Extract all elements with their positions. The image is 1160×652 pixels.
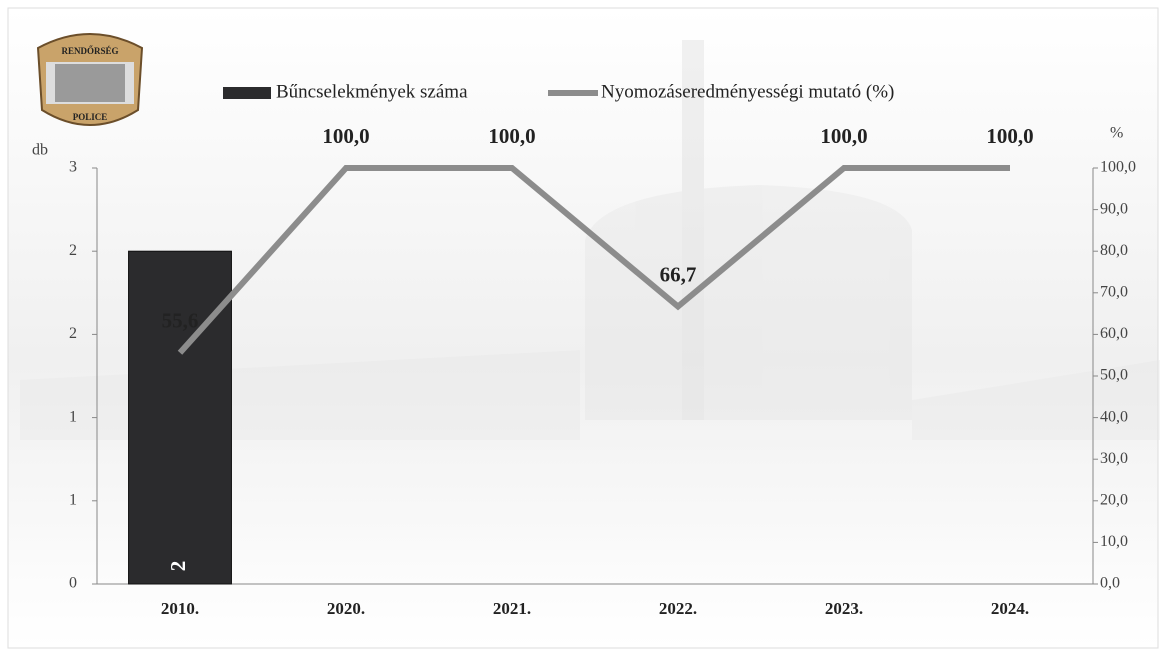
line-value-label: 100,0 — [986, 124, 1033, 148]
y2-tick-label: 50,0 — [1100, 367, 1128, 384]
y2-tick-label: 10,0 — [1100, 533, 1128, 550]
legend-swatch — [223, 87, 271, 99]
logo: RENDŐRSÉG POLICE — [36, 33, 144, 126]
line — [177, 165, 1010, 355]
x-tick-label: 2020. — [327, 599, 365, 618]
logo-text: POLICE — [73, 112, 108, 122]
line-value-label: 55,6 — [162, 309, 199, 333]
y2-axis-label: % — [1110, 125, 1123, 142]
y2-tick-label: 30,0 — [1100, 450, 1128, 467]
x-tick-label: 2023. — [825, 599, 863, 618]
bar — [128, 250, 232, 585]
x-tick-label: 2024. — [991, 599, 1029, 618]
line-value-label: 100,0 — [322, 124, 369, 148]
line-value-label: 66,7 — [660, 262, 697, 286]
legend-label: Nyomozáseredményességi mutató (%) — [601, 81, 894, 102]
y-tick-label: 1 — [69, 491, 77, 508]
y2-tick-label: 60,0 — [1100, 325, 1128, 342]
y2-tick-label: 100,0 — [1100, 159, 1136, 176]
x-tick-label: 2022. — [659, 599, 697, 618]
y-tick-label: 1 — [69, 408, 77, 425]
y-tick-label: 3 — [69, 159, 77, 176]
line-value-label: 100,0 — [820, 124, 867, 148]
y2-tick-label: 70,0 — [1100, 283, 1128, 300]
y2-tick-label: 80,0 — [1100, 242, 1128, 259]
y-tick-label: 2 — [69, 242, 77, 259]
y2-tick-label: 20,0 — [1100, 491, 1128, 508]
x-tick-label: 2021. — [493, 599, 531, 618]
y2-tick-label: 0,0 — [1100, 575, 1120, 592]
logo-text: RENDŐRSÉG — [61, 46, 118, 56]
x-tick-label: 2010. — [161, 599, 199, 618]
y-axis-label: db — [32, 142, 48, 159]
y-tick-label: 2 — [69, 325, 77, 342]
y2-tick-label: 40,0 — [1100, 408, 1128, 425]
y2-tick-label: 90,0 — [1100, 200, 1128, 217]
y-tick-label: 0 — [69, 575, 77, 592]
bar-value-label: 2 — [166, 561, 190, 572]
legend-label: Bűncselekmények száma — [276, 81, 468, 102]
line-value-label: 100,0 — [488, 124, 535, 148]
